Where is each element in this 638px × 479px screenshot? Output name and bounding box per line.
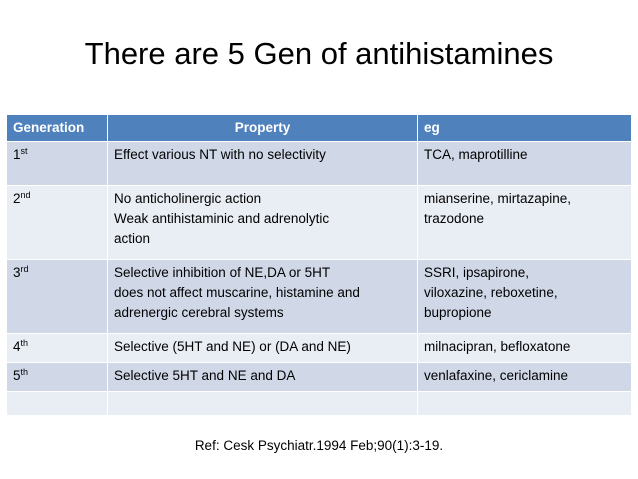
generation-cell: 1st bbox=[6, 141, 108, 186]
property-line: action bbox=[114, 231, 151, 246]
eg-cell: TCA, maprotilline bbox=[417, 141, 632, 186]
table-row: 1st Effect various NT with no selectivity… bbox=[6, 141, 632, 186]
empty-cell bbox=[107, 391, 418, 416]
eg-line: SSRI, ipsapirone, bbox=[424, 265, 530, 280]
eg-line: mianserine, mirtazapine, bbox=[424, 191, 572, 206]
slide-title: There are 5 Gen of antihistamines bbox=[84, 36, 554, 71]
table-row: 4th Selective (5HT and NE) or (DA and NE)… bbox=[6, 333, 632, 363]
property-cell: Effect various NT with no selectivity bbox=[107, 141, 418, 186]
property-line: No anticholinergic action bbox=[114, 191, 262, 206]
empty-cell bbox=[6, 391, 108, 416]
property-cell: Selective 5HT and NE and DA bbox=[107, 362, 418, 392]
property-line: Selective inhibition of NE,DA or 5HT bbox=[114, 265, 331, 280]
property-cell: Selective (5HT and NE) or (DA and NE) bbox=[107, 333, 418, 363]
generation-number: 5 bbox=[13, 368, 21, 383]
table-row: 5th Selective 5HT and NE and DA venlafaxin… bbox=[6, 362, 632, 392]
property-cell: Selective inhibition of NE,DA or 5HT does… bbox=[107, 259, 418, 334]
generation-cell: 3rd bbox=[6, 259, 108, 334]
empty-cell bbox=[417, 391, 632, 416]
property-line: Effect various NT with no selectivity bbox=[114, 147, 326, 162]
generation-number: 4 bbox=[13, 339, 21, 354]
table-row: 2nd No anticholinergic action Weak antihis… bbox=[6, 185, 632, 260]
eg-line: TCA, maprotilline bbox=[424, 147, 528, 162]
generation-suffix: th bbox=[20, 367, 29, 377]
generation-suffix: nd bbox=[20, 190, 31, 200]
eg-cell: mianserine, mirtazapine, trazodone bbox=[417, 185, 632, 260]
header-cell: eg bbox=[417, 114, 632, 142]
empty-row bbox=[6, 391, 632, 416]
generation-number: 3 bbox=[13, 265, 21, 280]
eg-line: milnacipran, befloxatone bbox=[424, 339, 571, 354]
eg-cell: milnacipran, befloxatone bbox=[417, 333, 632, 363]
header-row: Generation Property eg bbox=[6, 114, 632, 142]
property-line: Selective 5HT and NE and DA bbox=[114, 368, 296, 383]
generation-cell: 2nd bbox=[6, 185, 108, 260]
property-line: Selective (5HT and NE) or (DA and NE) bbox=[114, 339, 351, 354]
property-cell: No anticholinergic action Weak antihistam… bbox=[107, 185, 418, 260]
reference: Ref: Cesk Psychiatr.1994 Feb;90(1):3-19. bbox=[194, 438, 444, 453]
eg-cell: venlafaxine, cericlamine bbox=[417, 362, 632, 392]
generation-cell: 5th bbox=[6, 362, 108, 392]
generation-suffix: st bbox=[20, 146, 28, 156]
generation-number: 2 bbox=[13, 191, 21, 206]
generation-suffix: th bbox=[20, 338, 29, 348]
antihistamine-table: Generation Property eg 1st Effect various… bbox=[6, 114, 632, 416]
property-line: adrenergic cerebral systems bbox=[114, 305, 284, 320]
table-row: 3rd Selective inhibition of NE,DA or 5HT d… bbox=[6, 259, 632, 334]
eg-line: bupropione bbox=[424, 305, 492, 320]
property-line: does not affect muscarine, histamine and bbox=[114, 285, 360, 300]
property-line: Weak antihistaminic and adrenolytic bbox=[114, 211, 330, 226]
generation-number: 1 bbox=[13, 147, 21, 162]
eg-line: trazodone bbox=[424, 211, 485, 226]
generation-cell: 4th bbox=[6, 333, 108, 363]
eg-line: venlafaxine, cericlamine bbox=[424, 368, 569, 383]
eg-line: viloxazine, reboxetine, bbox=[424, 285, 558, 300]
eg-cell: SSRI, ipsapirone, viloxazine, reboxetine,… bbox=[417, 259, 632, 334]
header-cell: Property bbox=[107, 114, 418, 142]
header-cell: Generation bbox=[6, 114, 108, 142]
generation-suffix: rd bbox=[20, 264, 29, 274]
